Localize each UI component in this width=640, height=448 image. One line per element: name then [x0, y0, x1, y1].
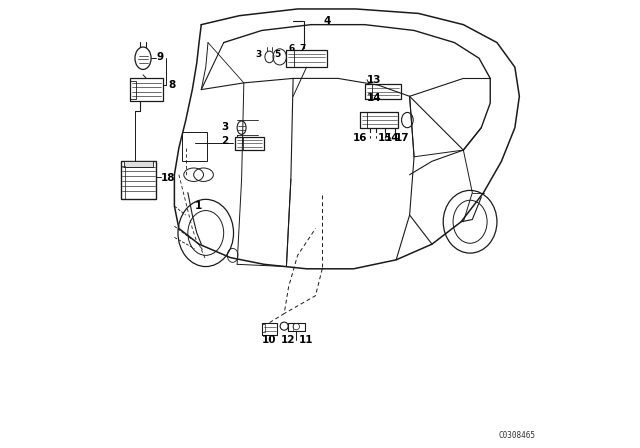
Text: 17: 17: [396, 133, 410, 143]
Text: 2: 2: [221, 136, 228, 146]
Bar: [360, 112, 367, 128]
Text: 12: 12: [281, 336, 296, 345]
Text: 13: 13: [367, 75, 381, 85]
Text: 3: 3: [221, 122, 228, 132]
Bar: [129, 78, 163, 101]
Text: 7: 7: [300, 44, 306, 53]
Bar: [235, 137, 243, 150]
Text: 18: 18: [161, 173, 175, 183]
Text: 6: 6: [289, 44, 295, 53]
Bar: [235, 137, 264, 150]
Text: 3: 3: [255, 50, 262, 59]
Bar: [120, 166, 125, 199]
Bar: [182, 132, 207, 161]
Bar: [365, 84, 401, 99]
Text: 14: 14: [385, 133, 399, 143]
Bar: [287, 50, 326, 67]
Text: 16: 16: [353, 133, 367, 143]
Bar: [129, 81, 136, 99]
Text: 11: 11: [298, 336, 313, 345]
Text: 9: 9: [156, 52, 164, 62]
Text: 10: 10: [262, 336, 276, 345]
Text: 1: 1: [195, 201, 202, 211]
Text: C0308465: C0308465: [498, 431, 535, 440]
Text: 8: 8: [168, 80, 176, 90]
Text: 14: 14: [367, 93, 381, 103]
Bar: [288, 323, 305, 331]
Text: 4: 4: [324, 16, 331, 26]
Bar: [262, 323, 278, 335]
Bar: [120, 161, 156, 199]
Bar: [365, 84, 372, 99]
Bar: [124, 161, 153, 167]
Text: 5: 5: [275, 50, 280, 59]
Bar: [360, 112, 398, 128]
Bar: [262, 324, 266, 332]
Bar: [287, 50, 294, 67]
Text: 15: 15: [378, 133, 392, 143]
